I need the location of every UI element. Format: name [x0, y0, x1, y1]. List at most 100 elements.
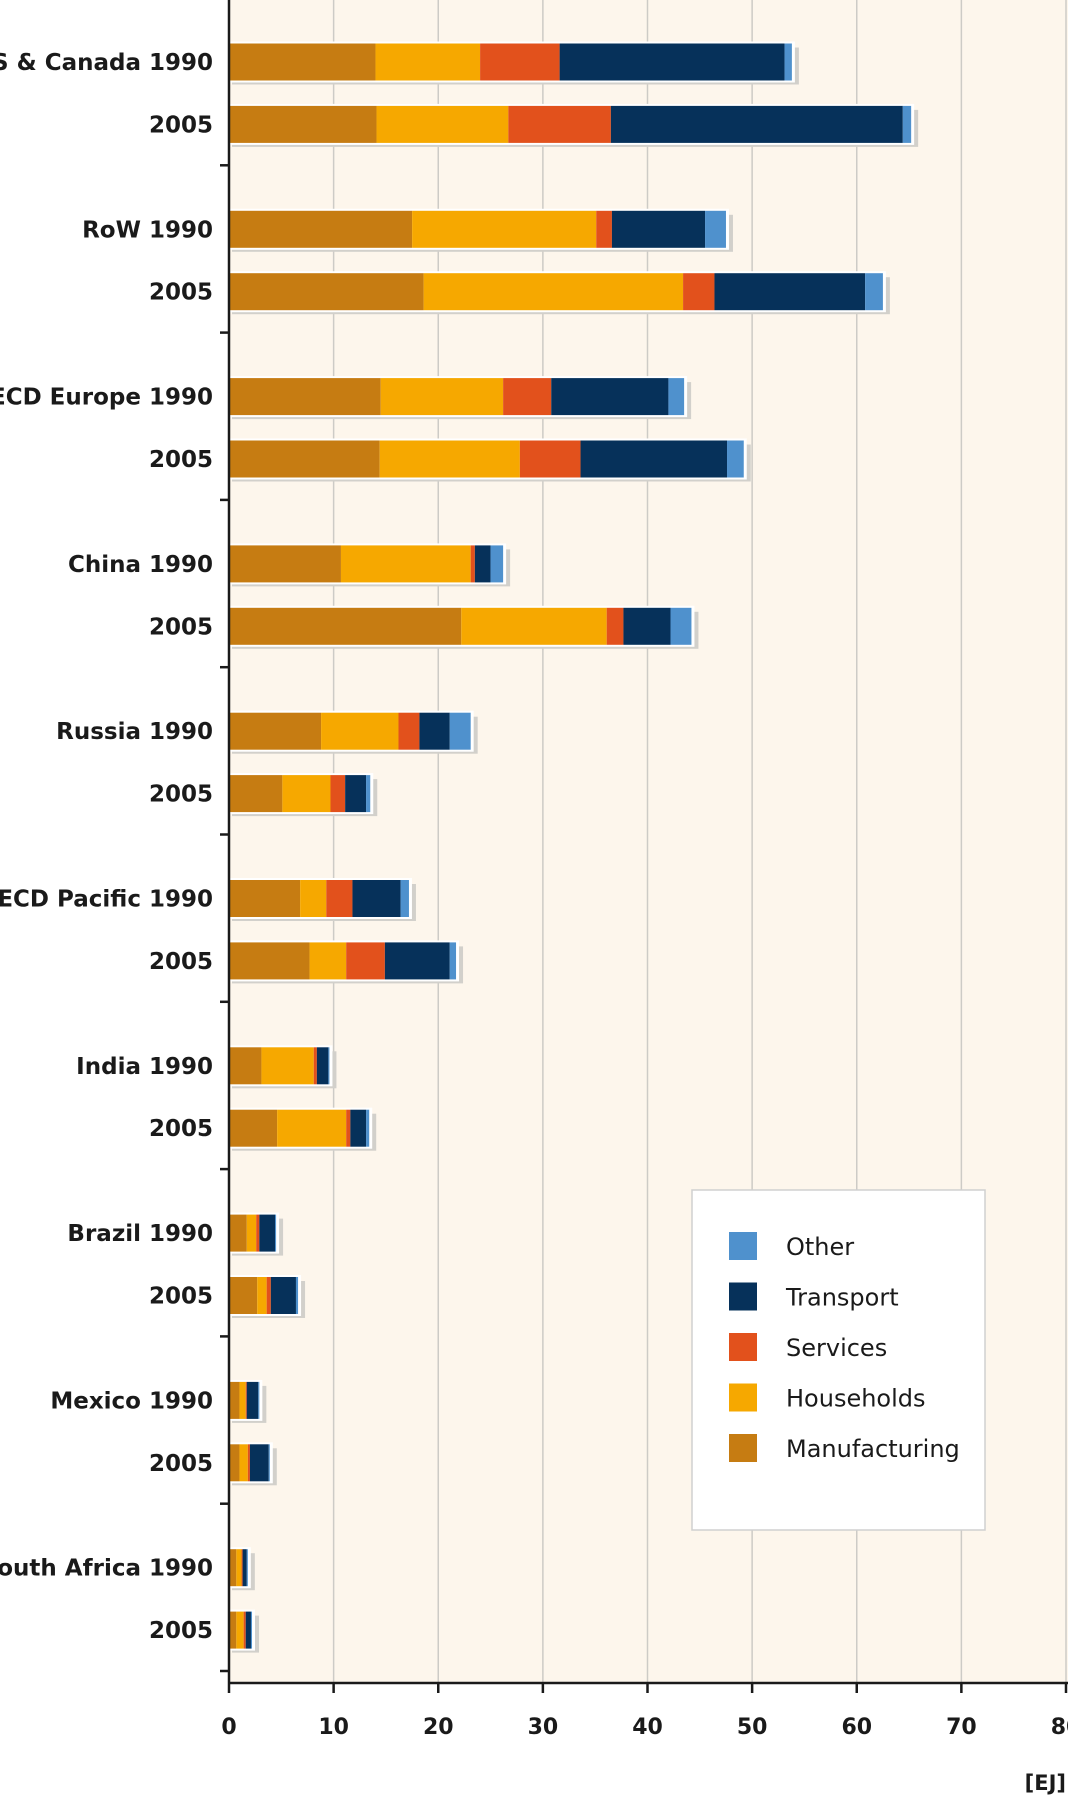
bar-segment-manufacturing: [229, 775, 283, 813]
bar-segment-households: [261, 1047, 314, 1085]
category-label: 2005: [149, 1116, 213, 1142]
category-label: South Africa 1990: [0, 1556, 213, 1582]
category-label: 2005: [149, 949, 213, 975]
bar-segment-services: [606, 607, 624, 645]
category-label: Russia 1990: [56, 719, 213, 745]
legend-swatch-other: [729, 1232, 757, 1260]
bar-segment-transport: [259, 1214, 276, 1252]
bar-segment-other: [449, 942, 457, 980]
bar-segment-manufacturing: [229, 942, 310, 980]
x-tick-label: 20: [423, 1715, 454, 1740]
bar-segment-households: [277, 1109, 347, 1147]
bars: [228, 41, 919, 1653]
bar-segment-services: [346, 1109, 351, 1147]
bar-segment-households: [236, 1549, 242, 1587]
unit-label: [EJ]: [1025, 1771, 1066, 1795]
bar-segment-households: [380, 378, 504, 416]
bar-segment-manufacturing: [229, 1381, 240, 1419]
category-label: India 1990: [76, 1054, 213, 1080]
bar-segment-services: [398, 712, 420, 750]
category-label: 2005: [149, 1618, 213, 1644]
bar-segment-households: [412, 210, 597, 248]
bar-segment-manufacturing: [229, 43, 376, 81]
x-tick-label: 40: [632, 1715, 663, 1740]
bar-segment-services: [266, 1277, 271, 1314]
bar-segment-transport: [714, 273, 866, 311]
category-label: 2005: [149, 782, 213, 808]
bar-segment-transport: [270, 1277, 296, 1314]
bar-segment-other: [705, 210, 726, 248]
bar-segment-manufacturing: [229, 440, 380, 478]
bar-segment-households: [300, 880, 327, 917]
bar-segment-households: [239, 1381, 246, 1419]
category-label: 2005: [149, 447, 213, 473]
bar-segment-services: [247, 1444, 250, 1482]
bar-segment-other: [668, 378, 685, 416]
bar-segment-other: [865, 273, 883, 311]
bar-segment-manufacturing: [229, 545, 341, 583]
bar-segment-manufacturing: [229, 273, 424, 311]
bar-segment-transport: [245, 1611, 251, 1649]
bar-segment-services: [241, 1549, 243, 1587]
bar-segment-transport: [559, 43, 785, 81]
bar-segment-services: [508, 105, 611, 143]
bar-segment-households: [375, 43, 481, 81]
bar-segment-transport: [419, 712, 450, 750]
x-tick-label: 80: [1051, 1715, 1068, 1740]
category-labels: US & Canada 1990 2005 RoW 1990 2005 OECD Eur…: [0, 50, 213, 1644]
bar-segment-manufacturing: [229, 880, 301, 917]
bar-segment-transport: [242, 1549, 247, 1587]
category-label: 2005: [149, 280, 213, 306]
bar-segment-other: [902, 105, 912, 143]
bar-segment-households: [282, 775, 331, 813]
bar-segment-other: [246, 1549, 248, 1587]
bar-segment-transport: [623, 607, 671, 645]
bar-segment-manufacturing: [229, 1214, 247, 1252]
bar-segment-services: [313, 1047, 317, 1085]
legend-swatch-transport: [729, 1282, 757, 1311]
bar-segment-other: [258, 1381, 260, 1419]
bar-segment-transport: [345, 775, 367, 813]
x-tick-label: 10: [318, 1715, 349, 1740]
category-label: OECD Europe 1990: [0, 385, 213, 411]
category-label: Mexico 1990: [50, 1388, 213, 1414]
category-label: Brazil 1990: [67, 1221, 213, 1247]
bar-segment-transport: [551, 378, 669, 416]
bar-segment-households: [236, 1611, 244, 1649]
x-tick-label: 50: [737, 1715, 768, 1740]
x-tick-label: 60: [841, 1715, 872, 1740]
bar-segment-other: [490, 545, 504, 583]
legend-label: Households: [786, 1385, 926, 1413]
category-label: RoW 1990: [82, 217, 213, 243]
bar-segment-transport: [611, 210, 706, 248]
bar-segment-households: [379, 440, 520, 478]
category-label: US & Canada 1990: [0, 50, 213, 76]
bar-segment-manufacturing: [229, 1047, 262, 1085]
bar-segment-other: [727, 440, 744, 478]
bar-segment-services: [480, 43, 560, 81]
bar-segment-other: [328, 1047, 330, 1085]
x-tick-label: 70: [946, 1715, 977, 1740]
bar-segment-manufacturing: [229, 210, 413, 248]
bar-segment-transport: [352, 880, 401, 917]
legend: Other Transport Services Households Manufact…: [691, 1189, 986, 1531]
bar-segment-households: [321, 712, 399, 750]
bar-segment-other: [295, 1277, 299, 1314]
legend-label: Other: [786, 1233, 854, 1261]
legend-swatch-services: [729, 1333, 757, 1361]
bar-segment-other: [268, 1444, 270, 1482]
bar-segment-transport: [350, 1109, 367, 1147]
x-tick-label: 30: [528, 1715, 559, 1740]
bar-segment-manufacturing: [229, 1109, 278, 1147]
category-label: 2005: [149, 112, 213, 138]
bar-segment-services: [330, 775, 346, 813]
bar-segment-services: [683, 273, 715, 311]
bar-segment-other: [449, 712, 471, 750]
bar-segment-manufacturing: [229, 1549, 237, 1587]
bar-segment-manufacturing: [229, 1611, 237, 1649]
bar-segment-services: [503, 378, 552, 416]
bar-segment-services: [256, 1214, 260, 1252]
bar-segment-households: [423, 273, 684, 311]
bar-segment-transport: [474, 545, 491, 583]
